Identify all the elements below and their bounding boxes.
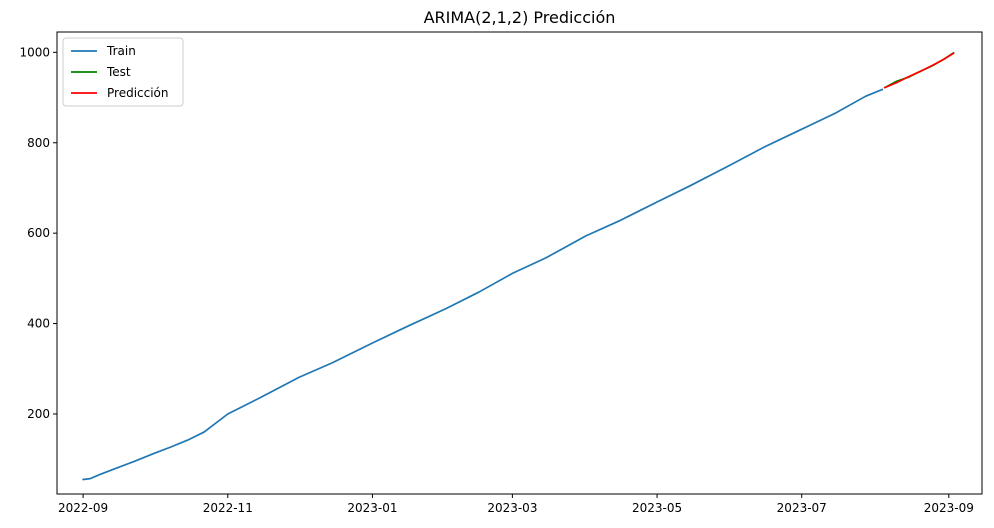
chart-title: ARIMA(2,1,2) Predicción [424, 8, 616, 27]
x-axis: 2022-09 2022-11 2023-01 2023-03 2023-05 2023-… [58, 494, 974, 515]
x-tick-label: 2023-03 [487, 501, 537, 515]
x-tick-label: 2023-09 [924, 501, 974, 515]
y-tick-label: 200 [27, 407, 50, 421]
legend: Train Test Predicción [62, 37, 184, 107]
legend-label: Test [106, 65, 131, 79]
y-tick-label: 600 [27, 226, 50, 240]
y-tick-label: 800 [27, 136, 50, 150]
series-layer [82, 51, 955, 481]
y-tick-label: 400 [27, 317, 50, 331]
x-tick-label: 2023-05 [632, 501, 682, 515]
series-line-2 [883, 52, 955, 89]
legend-label: Predicción [107, 86, 169, 100]
legend-box [62, 37, 184, 107]
series-line-0 [82, 88, 884, 481]
y-axis: 200 400 600 800 1000 [19, 45, 57, 421]
legend-label: Train [106, 44, 136, 58]
y-tick-label: 1000 [19, 45, 50, 59]
x-tick-label: 2022-11 [203, 501, 253, 515]
x-tick-label: 2023-01 [347, 501, 397, 515]
x-tick-label: 2022-09 [58, 501, 108, 515]
plot-frame [56, 31, 983, 495]
x-tick-label: 2023-07 [777, 501, 827, 515]
